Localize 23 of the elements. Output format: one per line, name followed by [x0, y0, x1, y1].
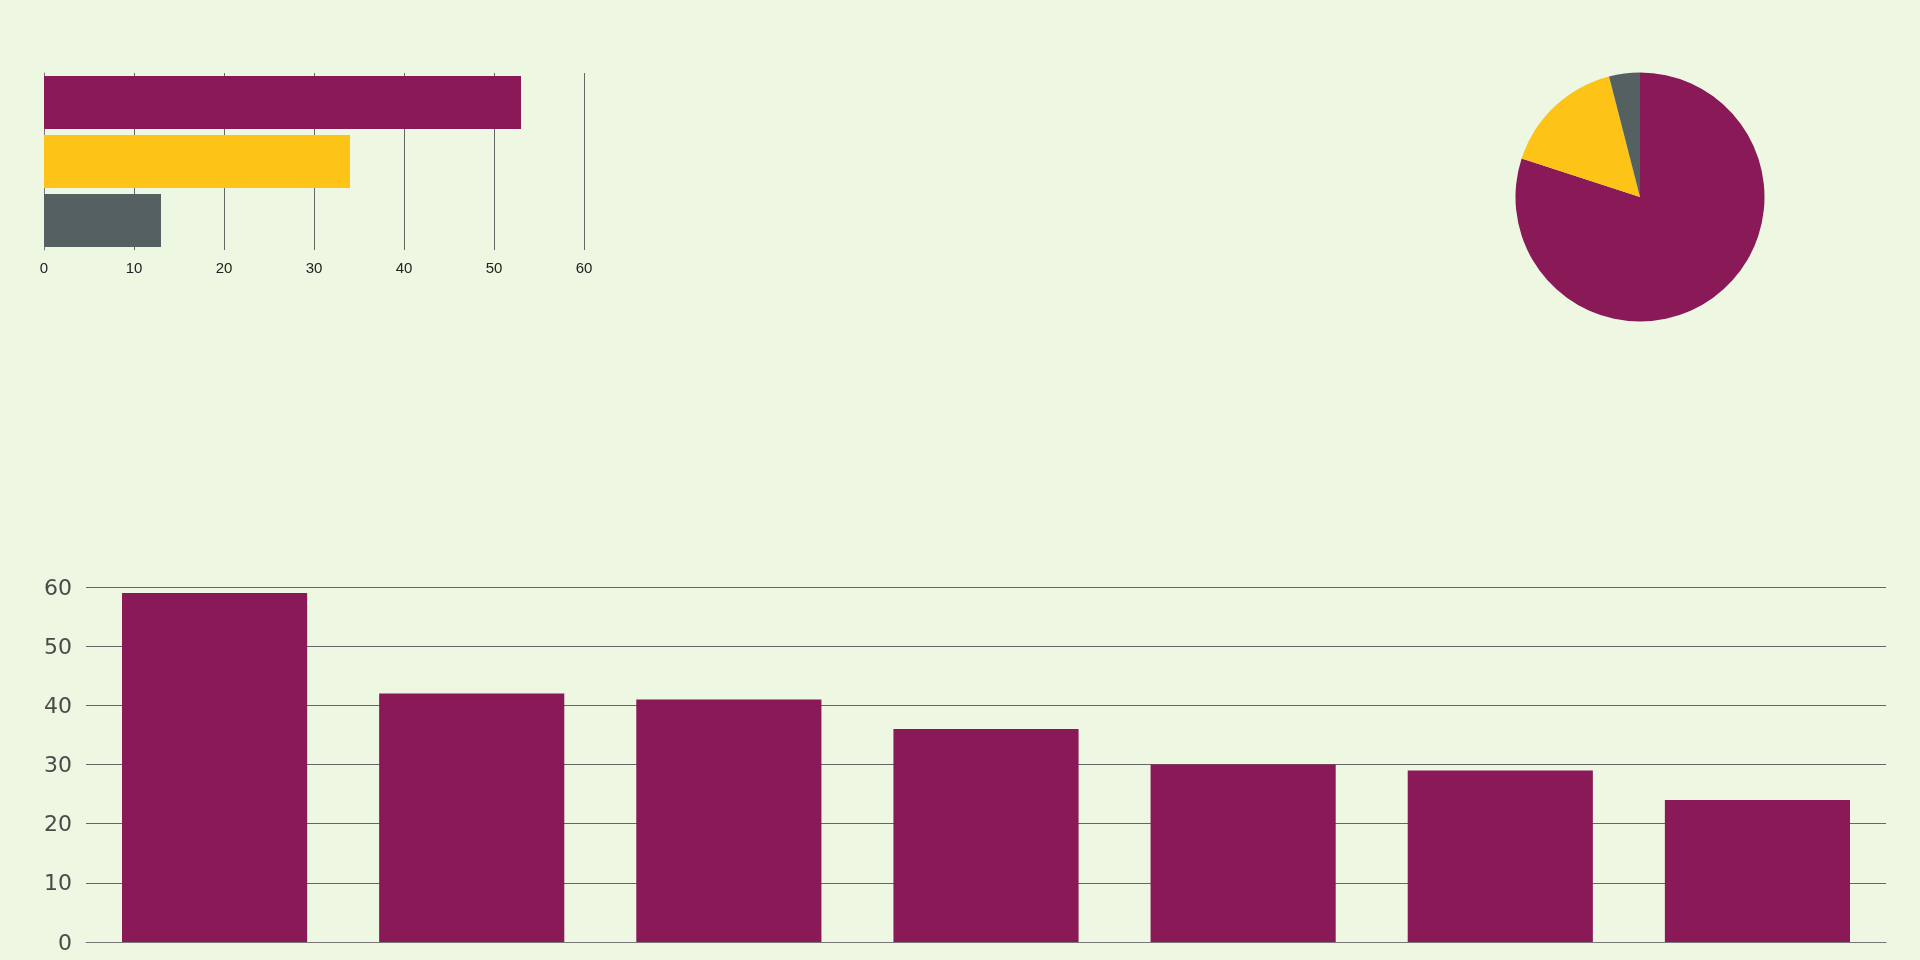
y-tick-label: 50: [44, 633, 72, 659]
bar: [1407, 770, 1593, 942]
x-tick-label: 10: [125, 259, 143, 276]
x-tick-label: 40: [395, 259, 413, 276]
y-tick-label: 60: [44, 574, 72, 600]
bar: [1150, 764, 1336, 942]
y-tick-label: 20: [44, 811, 72, 837]
x-tick-label: 60: [575, 259, 593, 276]
bar: [1664, 800, 1850, 942]
bar: [44, 193, 161, 248]
bar: [379, 693, 565, 942]
bar: [44, 134, 350, 189]
bar: [44, 75, 521, 130]
y-tick-label: 0: [58, 929, 72, 955]
x-tick-label: 20: [215, 259, 233, 276]
y-tick-label: 30: [44, 752, 72, 777]
bar: [893, 729, 1079, 942]
y-tick-label: 40: [44, 692, 72, 718]
x-tick-label: 30: [305, 259, 323, 276]
bar: [636, 699, 822, 942]
y-tick-label: 10: [44, 870, 72, 896]
x-tick-label: 50: [485, 259, 503, 276]
bar: [122, 592, 308, 942]
